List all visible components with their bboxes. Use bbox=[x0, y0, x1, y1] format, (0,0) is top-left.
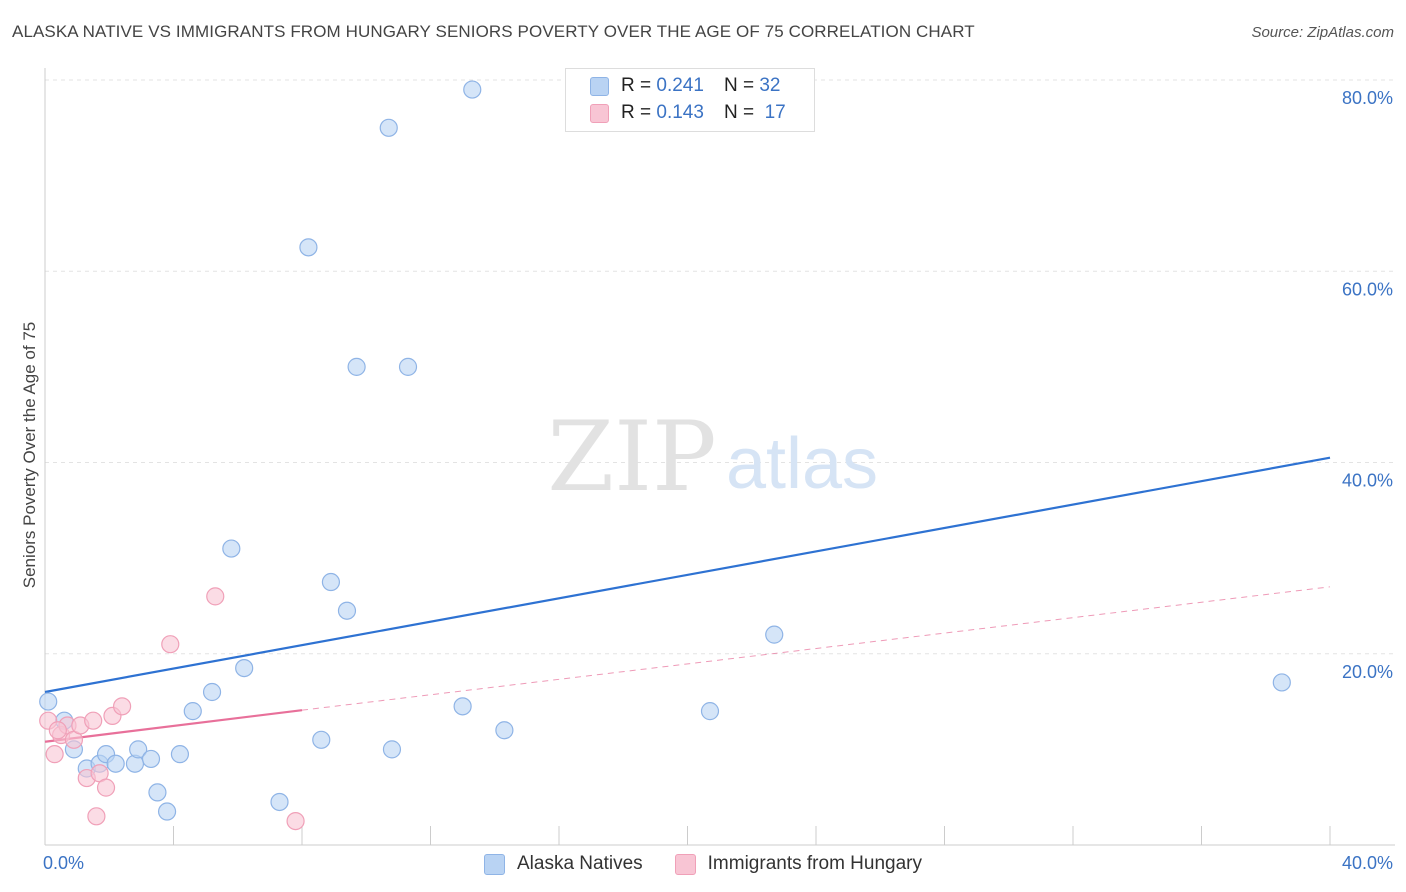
point-alaska bbox=[129, 740, 148, 759]
legend-label: Alaska Natives bbox=[516, 853, 643, 874]
point-alaska bbox=[382, 740, 402, 759]
alaska-legend-swatch bbox=[483, 853, 505, 875]
data-points bbox=[39, 80, 1291, 831]
point-alaska bbox=[235, 658, 254, 678]
watermark-zip: ZIP bbox=[547, 401, 716, 513]
point-hungary bbox=[48, 721, 67, 740]
series-legend: Alaska Natives Immigrants from Hungary bbox=[0, 853, 1406, 875]
source-label: Source: ZipAtlas.com bbox=[1251, 24, 1394, 41]
point-hungary bbox=[206, 587, 225, 606]
trend-lines bbox=[44, 456, 1331, 743]
point-alaska bbox=[141, 749, 161, 769]
point-alaska bbox=[347, 357, 366, 376]
point-alaska bbox=[39, 692, 58, 711]
n-value: 32 bbox=[759, 75, 781, 96]
x-tick-label: 40.0% bbox=[1342, 853, 1393, 873]
stats-row-alaska: R = 0.241 N = 32 bbox=[590, 75, 780, 97]
watermark-atlas: atlas bbox=[726, 424, 878, 504]
point-alaska bbox=[312, 730, 331, 749]
point-alaska bbox=[453, 697, 472, 716]
tick-labels: 20.0% 40.0% 60.0% 80.0% 0.0% 40.0% bbox=[43, 88, 1393, 873]
r-value: 0.143 bbox=[656, 102, 704, 123]
point-alaska bbox=[299, 238, 318, 257]
legend-item-alaska-natives[interactable]: Alaska Natives bbox=[483, 853, 643, 875]
r-label: R = bbox=[621, 102, 652, 123]
point-alaska bbox=[148, 783, 167, 802]
point-hungary bbox=[112, 697, 132, 716]
point-hungary bbox=[87, 807, 106, 826]
point-alaska bbox=[700, 702, 720, 721]
y-tick-label: 80.0% bbox=[1342, 88, 1393, 108]
chart-title: ALASKA NATIVE VS IMMIGRANTS FROM HUNGARY… bbox=[12, 22, 975, 41]
point-alaska bbox=[765, 625, 784, 644]
point-alaska bbox=[495, 721, 514, 740]
r-label: R = bbox=[621, 75, 652, 96]
point-alaska bbox=[379, 118, 398, 137]
point-hungary bbox=[45, 745, 64, 764]
point-alaska bbox=[106, 754, 125, 773]
point-alaska bbox=[170, 745, 190, 764]
trend-line-alaska bbox=[44, 456, 1331, 694]
point-alaska bbox=[463, 80, 482, 99]
x-tick-label: 0.0% bbox=[43, 853, 84, 873]
trend-line-hungary bbox=[44, 709, 303, 743]
n-value: 17 bbox=[764, 102, 786, 123]
hungary-legend-swatch bbox=[674, 853, 696, 875]
legend-label: Immigrants from Hungary bbox=[707, 853, 922, 874]
point-alaska bbox=[398, 357, 418, 376]
n-label: N = bbox=[723, 102, 755, 123]
y-tick-label: 20.0% bbox=[1342, 662, 1393, 682]
point-hungary bbox=[96, 778, 116, 797]
gridlines bbox=[45, 79, 1395, 655]
point-hungary bbox=[161, 635, 180, 654]
point-alaska bbox=[222, 539, 241, 558]
stats-legend: R = 0.241 N = 32 R = 0.143 N = 17 bbox=[565, 68, 815, 132]
point-alaska bbox=[202, 682, 222, 702]
point-alaska bbox=[157, 802, 177, 821]
hungary-swatch bbox=[590, 103, 609, 123]
point-hungary bbox=[84, 711, 103, 730]
point-alaska bbox=[337, 601, 357, 620]
point-alaska bbox=[270, 792, 289, 812]
legend-item-immigrants-hungary[interactable]: Immigrants from Hungary bbox=[674, 853, 922, 875]
point-alaska bbox=[321, 572, 341, 592]
point-hungary bbox=[286, 811, 305, 831]
axes bbox=[44, 68, 1395, 846]
point-alaska bbox=[1272, 673, 1291, 692]
trend-line-extended bbox=[301, 586, 1331, 711]
point-alaska bbox=[183, 702, 202, 721]
n-label: N = bbox=[723, 75, 755, 96]
alaska-swatch bbox=[590, 76, 609, 96]
y-tick-label: 40.0% bbox=[1342, 471, 1393, 491]
y-tick-label: 60.0% bbox=[1342, 279, 1393, 299]
r-value: 0.241 bbox=[656, 75, 704, 96]
stats-row-hungary: R = 0.143 N = 17 bbox=[590, 102, 786, 124]
